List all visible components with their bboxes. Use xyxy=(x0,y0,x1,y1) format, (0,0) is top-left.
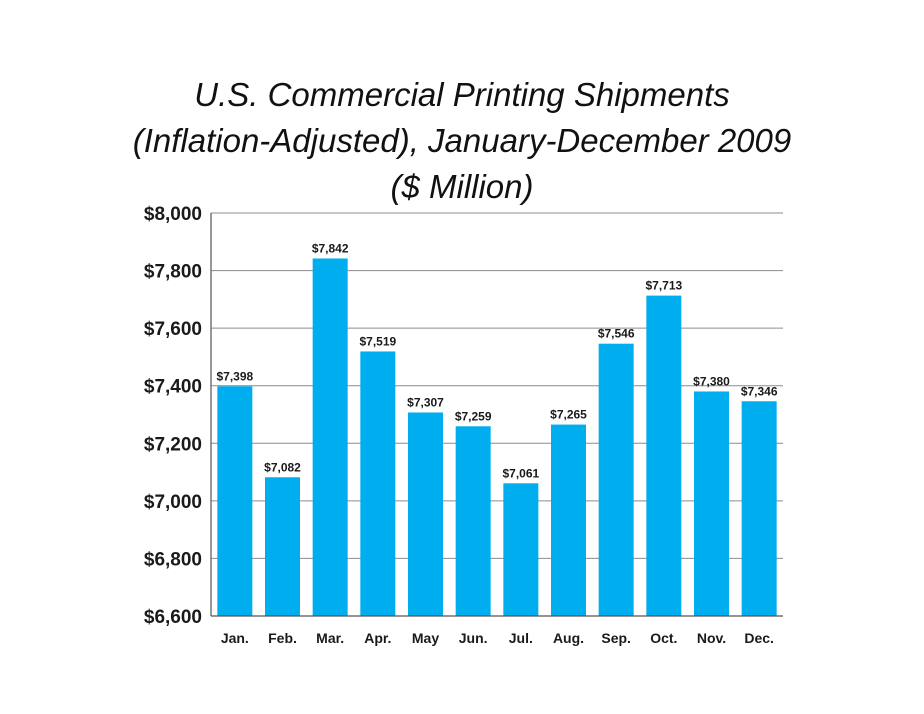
x-tick-label: Nov. xyxy=(697,630,726,646)
y-tick-label: $6,600 xyxy=(144,607,202,628)
data-label: $7,061 xyxy=(502,466,539,480)
x-tick-labels: Jan. Feb. Mar. Apr. May Jun. Jul. Aug. Sep. Oct. N… xyxy=(221,630,774,646)
chart-title-line-3: ($ Million) xyxy=(390,168,534,205)
bar xyxy=(646,295,682,616)
bar xyxy=(598,343,634,616)
bar xyxy=(741,401,777,616)
chart-title-line-2: (Inflation-Adjusted), January-December 2… xyxy=(132,122,792,159)
bar xyxy=(694,391,729,616)
x-tick-label: Jan. xyxy=(221,630,249,646)
data-label: $7,346 xyxy=(741,384,778,398)
bar xyxy=(265,477,300,616)
data-label: $7,265 xyxy=(550,408,587,422)
y-tick-label: $7,600 xyxy=(144,319,202,340)
x-tick-label: May xyxy=(412,630,439,646)
gridlines xyxy=(211,212,783,559)
data-label: $7,307 xyxy=(407,395,444,409)
x-tick-label: Mar. xyxy=(316,630,344,646)
x-tick-label: Apr. xyxy=(364,630,391,646)
data-label: $7,380 xyxy=(693,374,730,388)
chart-title-line-1: U.S. Commercial Printing Shipments xyxy=(194,76,730,113)
bars xyxy=(217,258,777,616)
x-tick-label: Feb. xyxy=(268,630,297,646)
bar xyxy=(408,412,443,616)
data-label: $7,398 xyxy=(216,369,253,383)
bar xyxy=(217,386,253,616)
y-tick-label: $6,800 xyxy=(144,549,202,570)
bar xyxy=(551,424,586,616)
chart-title: U.S. Commercial Printing Shipments (Infl… xyxy=(0,72,924,210)
bar xyxy=(503,483,539,616)
bar xyxy=(312,258,348,616)
y-tick-label: $7,200 xyxy=(144,434,202,455)
y-tick-label: $7,800 xyxy=(144,262,202,283)
x-tick-label: Oct. xyxy=(650,630,677,646)
y-tick-label: $8,000 xyxy=(144,204,202,225)
x-tick-label: Sep. xyxy=(601,630,631,646)
data-label: $7,259 xyxy=(455,409,492,423)
x-tick-label: Aug. xyxy=(553,630,584,646)
bar xyxy=(455,426,491,616)
y-tick-label: $7,000 xyxy=(144,492,202,513)
x-tick-label: Jun. xyxy=(459,630,488,646)
axes xyxy=(210,213,783,617)
x-tick-label: Dec. xyxy=(744,630,774,646)
data-label: $7,519 xyxy=(359,334,396,348)
data-label: $7,713 xyxy=(645,279,682,293)
bar xyxy=(360,351,396,616)
data-labels: $7,398 $7,082 $7,842 $7,519 $7,307 $7,259 $7,0… xyxy=(216,241,777,480)
data-label: $7,546 xyxy=(598,327,635,341)
y-tick-label: $7,400 xyxy=(144,377,202,398)
y-tick-labels: $6,600 $6,800 $7,000 $7,200 $7,400 $7,600 $7,8… xyxy=(144,204,202,628)
data-label: $7,082 xyxy=(264,460,301,474)
x-tick-label: Jul. xyxy=(509,630,533,646)
data-label: $7,842 xyxy=(312,241,349,255)
